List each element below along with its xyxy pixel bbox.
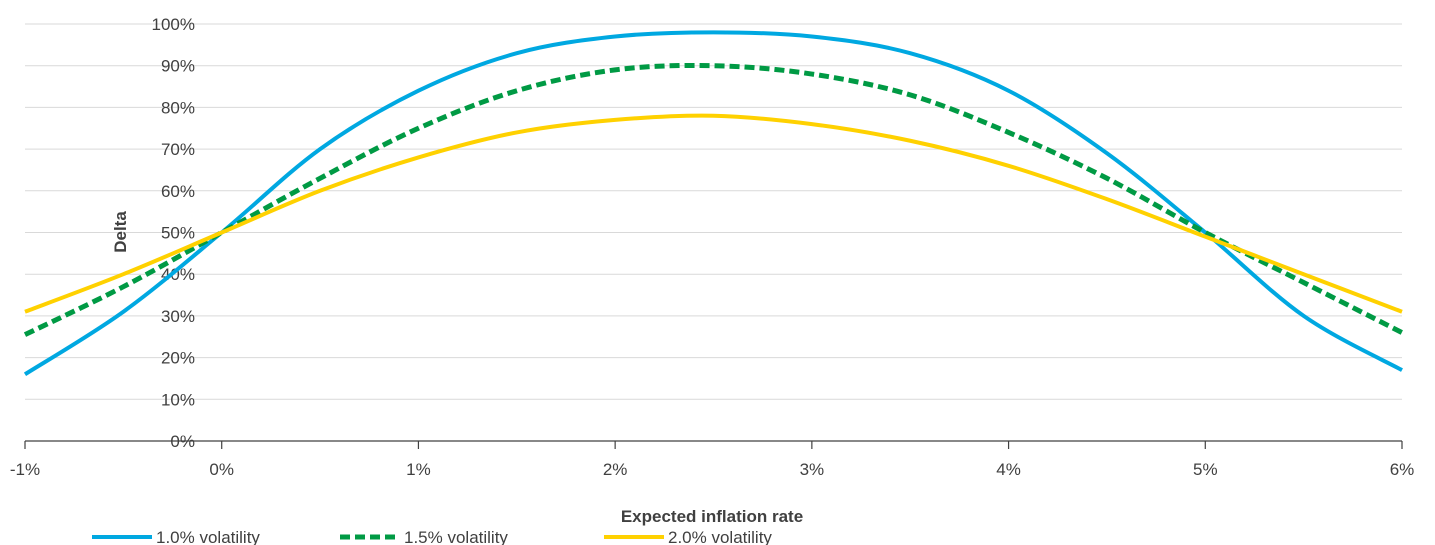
x-tick-label: 3% [800, 460, 825, 479]
series-line-1 [23, 30, 1403, 376]
y-tick-label: 90% [161, 57, 195, 76]
x-tick-label: 0% [209, 460, 234, 479]
x-tick-label: 2% [603, 460, 628, 479]
legend-label-3: 2.0% volatility [668, 528, 772, 545]
legend-label-1: 1.0% volatility [156, 528, 260, 545]
x-tick-label: 4% [996, 460, 1021, 479]
x-axis: -1% 0% 1% 2% 3% 4% 5% 6% [10, 440, 1415, 479]
y-tick-label: 50% [161, 224, 195, 243]
y-axis-title: Delta [111, 211, 130, 253]
x-axis-title: Expected inflation rate [621, 507, 803, 526]
y-tick-label: 10% [161, 390, 195, 409]
x-tick-label: 5% [1193, 460, 1218, 479]
gridlines [25, 23, 1402, 400]
series-line-3 [24, 113, 1403, 314]
series-line-2 [23, 62, 1404, 337]
x-tick-label: 6% [1390, 460, 1415, 479]
y-tick-label: 100% [152, 15, 195, 34]
y-tick-label: 30% [161, 307, 195, 326]
series-lines [23, 30, 1404, 376]
x-tick-label: -1% [10, 460, 40, 479]
y-tick-label: 70% [161, 140, 195, 159]
y-tick-label: 40% [161, 265, 195, 284]
legend-label-2: 1.5% volatility [404, 528, 508, 545]
legend: 1.0% volatility 1.5% volatility 2.0% volat… [92, 528, 772, 545]
y-tick-label: 20% [161, 349, 195, 368]
y-tick-label: 60% [161, 182, 195, 201]
x-tick-label: 1% [406, 460, 431, 479]
y-tick-label: 80% [161, 98, 195, 117]
